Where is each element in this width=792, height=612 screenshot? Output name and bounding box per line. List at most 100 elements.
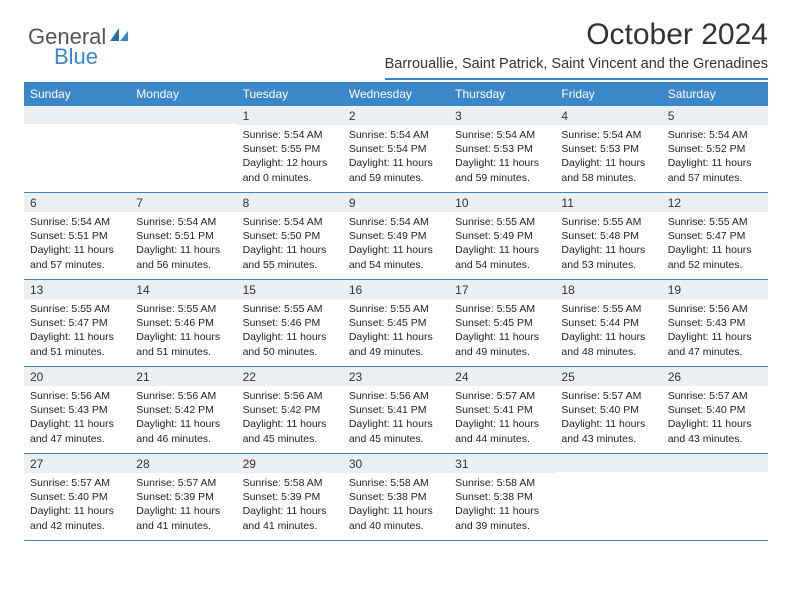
day-headers-row: SundayMondayTuesdayWednesdayThursdayFrid… [24,82,768,106]
cell-line: Daylight: 11 hours [561,330,655,344]
cell-line: and 54 minutes. [349,258,443,272]
cell-line: Daylight: 11 hours [30,504,124,518]
calendar-cell: 17Sunrise: 5:55 AMSunset: 5:45 PMDayligh… [449,280,555,366]
day-header: Sunday [24,82,130,106]
day-number: 31 [449,454,555,473]
calendar-cell: 1Sunrise: 5:54 AMSunset: 5:55 PMDaylight… [237,106,343,192]
calendar-cell: 2Sunrise: 5:54 AMSunset: 5:54 PMDaylight… [343,106,449,192]
cell-line: Daylight: 11 hours [668,243,762,257]
day-header: Monday [130,82,236,106]
cell-line: Sunrise: 5:56 AM [668,302,762,316]
calendar-cell [555,454,661,540]
cell-line: and 49 minutes. [455,345,549,359]
cell-body: Sunrise: 5:57 AMSunset: 5:39 PMDaylight:… [130,473,236,537]
cell-line: Daylight: 11 hours [668,330,762,344]
cell-line: Daylight: 11 hours [561,156,655,170]
cell-body: Sunrise: 5:57 AMSunset: 5:40 PMDaylight:… [24,473,130,537]
cell-line: and 53 minutes. [561,258,655,272]
cell-line: Sunrise: 5:56 AM [30,389,124,403]
cell-body: Sunrise: 5:56 AMSunset: 5:41 PMDaylight:… [343,386,449,450]
cell-line: and 50 minutes. [243,345,337,359]
day-number: 27 [24,454,130,473]
cell-line: and 45 minutes. [243,432,337,446]
logo: General Blue [24,18,130,70]
cell-line: and 51 minutes. [30,345,124,359]
cell-line: Daylight: 11 hours [243,417,337,431]
day-number: 9 [343,193,449,212]
cell-line: and 58 minutes. [561,171,655,185]
cell-line: Sunrise: 5:57 AM [561,389,655,403]
cell-line: Sunrise: 5:55 AM [136,302,230,316]
calendar-cell: 24Sunrise: 5:57 AMSunset: 5:41 PMDayligh… [449,367,555,453]
cell-line: Daylight: 11 hours [561,243,655,257]
day-number: 1 [237,106,343,125]
day-number: 6 [24,193,130,212]
cell-line: Sunset: 5:40 PM [30,490,124,504]
cell-line: Sunset: 5:42 PM [136,403,230,417]
calendar-cell [24,106,130,192]
cell-body: Sunrise: 5:54 AMSunset: 5:50 PMDaylight:… [237,212,343,276]
day-number: 22 [237,367,343,386]
calendar-cell: 9Sunrise: 5:54 AMSunset: 5:49 PMDaylight… [343,193,449,279]
cell-line: Daylight: 12 hours [243,156,337,170]
cell-line: Sunset: 5:38 PM [455,490,549,504]
cell-line: Sunset: 5:49 PM [349,229,443,243]
calendar-cell: 30Sunrise: 5:58 AMSunset: 5:38 PMDayligh… [343,454,449,540]
cell-line: Daylight: 11 hours [455,330,549,344]
cell-line: Daylight: 11 hours [668,417,762,431]
cell-body: Sunrise: 5:57 AMSunset: 5:40 PMDaylight:… [662,386,768,450]
cell-body: Sunrise: 5:54 AMSunset: 5:54 PMDaylight:… [343,125,449,189]
cell-line: Sunset: 5:47 PM [668,229,762,243]
calendar-cell: 3Sunrise: 5:54 AMSunset: 5:53 PMDaylight… [449,106,555,192]
cell-line: and 47 minutes. [30,432,124,446]
calendar-cell: 15Sunrise: 5:55 AMSunset: 5:46 PMDayligh… [237,280,343,366]
cell-body: Sunrise: 5:55 AMSunset: 5:47 PMDaylight:… [24,299,130,363]
cell-line: and 59 minutes. [455,171,549,185]
cell-body [662,472,768,479]
cell-body: Sunrise: 5:55 AMSunset: 5:47 PMDaylight:… [662,212,768,276]
cell-line: Sunrise: 5:55 AM [561,302,655,316]
calendar-cell: 13Sunrise: 5:55 AMSunset: 5:47 PMDayligh… [24,280,130,366]
calendar-cell: 12Sunrise: 5:55 AMSunset: 5:47 PMDayligh… [662,193,768,279]
cell-line: and 46 minutes. [136,432,230,446]
cell-line: Daylight: 11 hours [455,243,549,257]
day-number: 20 [24,367,130,386]
cell-line: Sunrise: 5:55 AM [561,215,655,229]
cell-line: Daylight: 11 hours [243,504,337,518]
cell-line: Daylight: 11 hours [243,243,337,257]
cell-line: Sunset: 5:53 PM [455,142,549,156]
cell-line: Sunset: 5:47 PM [30,316,124,330]
cell-line: Sunset: 5:51 PM [136,229,230,243]
calendar-cell: 22Sunrise: 5:56 AMSunset: 5:42 PMDayligh… [237,367,343,453]
header: General Blue October 2024 Barrouallie, S… [24,18,768,80]
cell-line: Sunset: 5:39 PM [243,490,337,504]
calendar-week: 13Sunrise: 5:55 AMSunset: 5:47 PMDayligh… [24,280,768,367]
cell-body: Sunrise: 5:54 AMSunset: 5:53 PMDaylight:… [449,125,555,189]
day-number: 7 [130,193,236,212]
calendar-cell: 29Sunrise: 5:58 AMSunset: 5:39 PMDayligh… [237,454,343,540]
day-number: 14 [130,280,236,299]
cell-line: Sunset: 5:46 PM [243,316,337,330]
cell-line: Sunset: 5:41 PM [455,403,549,417]
calendar-cell: 7Sunrise: 5:54 AMSunset: 5:51 PMDaylight… [130,193,236,279]
cell-line: Daylight: 11 hours [455,504,549,518]
calendar-cell: 26Sunrise: 5:57 AMSunset: 5:40 PMDayligh… [662,367,768,453]
cell-line: Sunrise: 5:54 AM [136,215,230,229]
cell-line: Daylight: 11 hours [455,156,549,170]
calendar-cell [130,106,236,192]
day-number: 10 [449,193,555,212]
cell-line: Daylight: 11 hours [136,504,230,518]
cell-line: Sunset: 5:48 PM [561,229,655,243]
cell-body: Sunrise: 5:54 AMSunset: 5:51 PMDaylight:… [24,212,130,276]
cell-body: Sunrise: 5:55 AMSunset: 5:45 PMDaylight:… [343,299,449,363]
cell-line: Sunrise: 5:55 AM [455,302,549,316]
cell-line: Sunrise: 5:55 AM [668,215,762,229]
calendar-cell: 4Sunrise: 5:54 AMSunset: 5:53 PMDaylight… [555,106,661,192]
calendar-week: 1Sunrise: 5:54 AMSunset: 5:55 PMDaylight… [24,106,768,193]
day-header: Friday [555,82,661,106]
calendar-cell: 6Sunrise: 5:54 AMSunset: 5:51 PMDaylight… [24,193,130,279]
cell-line: and 41 minutes. [136,519,230,533]
cell-body: Sunrise: 5:58 AMSunset: 5:38 PMDaylight:… [343,473,449,537]
cell-line: and 56 minutes. [136,258,230,272]
day-header: Wednesday [343,82,449,106]
